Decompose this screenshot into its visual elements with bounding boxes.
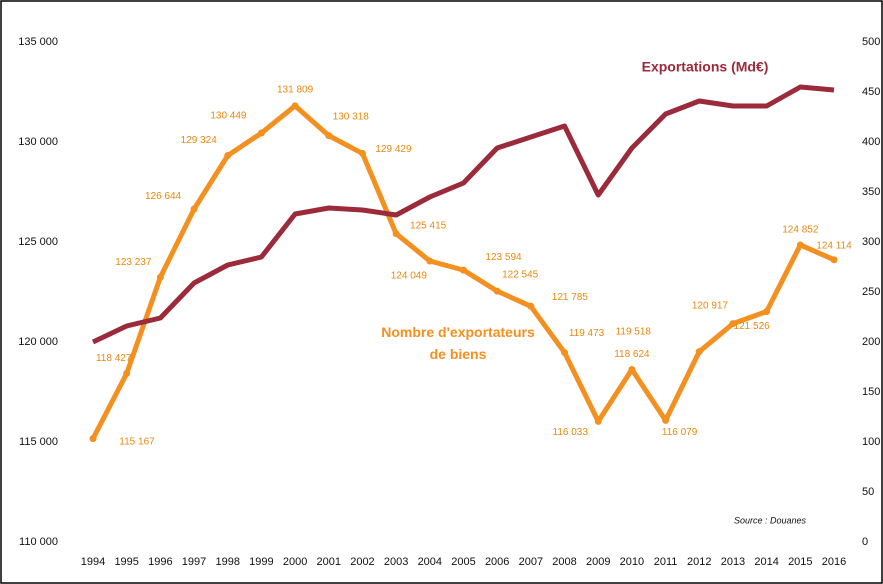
x-tick-label: 1995 [114, 556, 138, 568]
value-label: 123 237 [115, 257, 152, 268]
point [358, 149, 366, 157]
x-tick-label: 2003 [384, 556, 408, 568]
x-tick-label: 2007 [519, 556, 543, 568]
x-tick-label: 2009 [586, 556, 610, 568]
point [796, 241, 804, 249]
x-tick-label: 2010 [620, 556, 644, 568]
y2-tick-label: 500 [862, 36, 880, 48]
x-tick-label: 2012 [687, 556, 711, 568]
x-tick-label: 2004 [418, 556, 442, 568]
value-label: 126 644 [145, 191, 182, 202]
value-label: 120 917 [692, 300, 729, 311]
y2-tick-label: 300 [862, 236, 880, 248]
y2-tick-label: 250 [862, 286, 880, 298]
value-label: 129 324 [181, 135, 218, 146]
x-tick-label: 2001 [317, 556, 341, 568]
y-tick-label: 115 000 [19, 436, 58, 448]
point [594, 417, 602, 425]
y2-tick-label: 450 [862, 86, 880, 98]
y2-tick-label: 0 [862, 536, 868, 548]
value-label: 122 545 [502, 270, 539, 281]
point [662, 416, 670, 424]
y-tick-label: 120 000 [18, 336, 58, 348]
value-label: 121 785 [552, 292, 589, 303]
point [628, 366, 636, 374]
point [224, 152, 232, 160]
x-tick-label: 2000 [283, 556, 307, 568]
y2-tick-label: 350 [862, 186, 880, 198]
series-annotation: Nombre d'exportateurs de biens [381, 324, 535, 362]
x-tick-label: 2016 [822, 556, 846, 568]
y2-tick-label: 50 [862, 486, 874, 498]
y2-tick-label: 200 [862, 336, 880, 348]
value-label: 121 526 [734, 321, 771, 332]
x-tick-label: 1996 [148, 556, 172, 568]
value-label: 115 167 [119, 436, 155, 447]
x-tick-label: 1999 [249, 556, 273, 568]
point [695, 348, 703, 356]
x-tick-label: 2008 [552, 556, 576, 568]
x-tick-label: 2014 [754, 556, 778, 568]
x-tick-label: 1994 [81, 556, 105, 568]
x-tick-label: 1998 [215, 556, 239, 568]
value-label: 119 518 [616, 326, 652, 337]
point [729, 320, 737, 328]
x-tick-label: 2002 [350, 556, 374, 568]
value-label: 130 449 [210, 111, 247, 122]
x-tick-label: 1997 [182, 556, 206, 568]
x-tick-label: 2011 [654, 556, 678, 568]
point [763, 307, 771, 315]
value-label: 118 427 [96, 353, 132, 364]
value-label: 130 318 [333, 111, 370, 122]
y2-tick-label: 150 [862, 386, 880, 398]
value-label: 118 624 [614, 349, 650, 360]
x-tick-label: 2006 [485, 556, 509, 568]
point [493, 287, 501, 295]
x-tick-label: 2015 [788, 556, 812, 568]
y2-tick-label: 100 [862, 436, 880, 448]
value-label: 124 852 [782, 225, 819, 236]
source: Source : Douanes [734, 515, 807, 525]
value-label: 131 809 [277, 84, 314, 95]
value-label: 123 594 [485, 252, 522, 263]
y-tick-label: 135 000 [18, 36, 58, 48]
y-tick-label: 110 000 [19, 536, 58, 548]
point [257, 129, 265, 137]
point [460, 266, 467, 274]
point [156, 273, 164, 281]
point [830, 256, 838, 264]
value-label: 129 429 [375, 144, 412, 155]
y-tick-label: 130 000 [18, 136, 58, 148]
point [527, 302, 535, 310]
point [325, 132, 333, 140]
point [123, 369, 131, 377]
value-label: 119 473 [569, 328, 605, 339]
y-tick-label: 125 000 [18, 236, 58, 248]
x-tick-label: 2005 [451, 556, 475, 568]
value-label: 116 079 [662, 427, 698, 438]
value-label: 116 033 [553, 427, 589, 438]
x-tick-label: 2013 [721, 556, 745, 568]
series-annotation: Exportations (Md€) [642, 59, 769, 75]
point [426, 257, 434, 265]
value-label: 125 415 [410, 220, 447, 231]
point [89, 435, 97, 443]
point [561, 349, 569, 357]
value-label: 124 114 [816, 240, 852, 251]
point [190, 205, 198, 213]
point [392, 230, 400, 238]
point [291, 102, 299, 110]
value-label: 124 049 [391, 271, 428, 282]
series-line [91, 84, 835, 345]
y2-tick-label: 400 [862, 136, 880, 148]
